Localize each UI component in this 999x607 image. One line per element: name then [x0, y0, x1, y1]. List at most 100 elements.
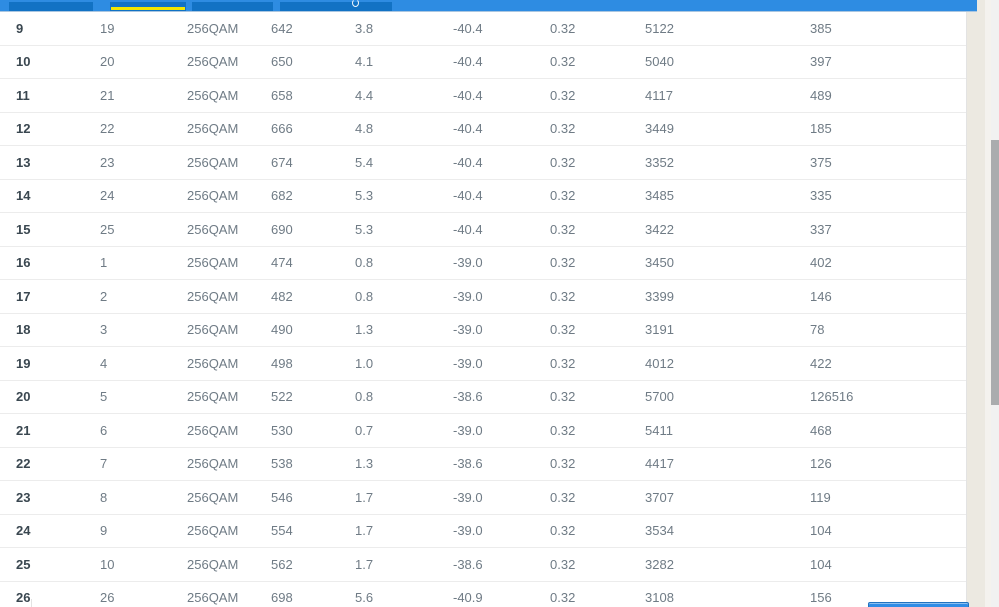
table-cell: 0.32	[534, 547, 629, 582]
channel-table: 9 19 256QAM 642 3.8 -40.4 0.32 5122 385 10 20 256QA…	[0, 12, 966, 607]
table-row: 12 22 256QAM 666 4.8 -40.4 0.32 3449 185	[0, 112, 966, 146]
row-index-cell: 17	[0, 279, 84, 314]
table-cell: 0.32	[534, 480, 629, 515]
table-cell: 1.3	[339, 313, 437, 347]
table-cell: 3282	[629, 547, 794, 582]
table-row: 11 21 256QAM 658 4.4 -40.4 0.32 4117 489	[0, 78, 966, 113]
table-cell: 256QAM	[171, 212, 255, 247]
table-cell: -40.4	[437, 12, 534, 46]
row-index-cell: 22	[0, 447, 84, 481]
table-row: 21 6 256QAM 530 0.7 -39.0 0.32 5411 468	[0, 413, 966, 448]
table-cell: -39.0	[437, 480, 534, 515]
channel-table-body: 9 19 256QAM 642 3.8 -40.4 0.32 5122 385 10 20 256QA…	[0, 12, 966, 607]
table-cell: 0.32	[534, 447, 629, 481]
table-cell: 126516	[794, 380, 966, 414]
table-cell: 3352	[629, 145, 794, 180]
table-cell: 482	[255, 279, 339, 314]
bottom-action-button[interactable]	[868, 602, 969, 607]
table-cell: 0.7	[339, 413, 437, 448]
table-cell: 0.32	[534, 279, 629, 314]
table-cell: 4	[84, 346, 171, 381]
table-row: 18 3 256QAM 490 1.3 -39.0 0.32 3191 78	[0, 313, 966, 347]
table-cell: 3485	[629, 179, 794, 213]
row-index-cell: 19	[0, 346, 84, 381]
table-cell: 674	[255, 145, 339, 180]
table-cell: 256QAM	[171, 78, 255, 113]
table-cell: 522	[255, 380, 339, 414]
table-cell: 1.3	[339, 447, 437, 481]
table-row: 24 9 256QAM 554 1.7 -39.0 0.32 3534 104	[0, 514, 966, 548]
table-cell: 22	[84, 112, 171, 146]
table-cell: 256QAM	[171, 112, 255, 146]
channel-table-container: 9 19 256QAM 642 3.8 -40.4 0.32 5122 385 10 20 256QA…	[0, 12, 967, 607]
table-cell: 0.32	[534, 145, 629, 180]
table-cell: -40.4	[437, 112, 534, 146]
table-cell: 26	[84, 581, 171, 607]
table-row: 19 4 256QAM 498 1.0 -39.0 0.32 4012 422	[0, 346, 966, 381]
table-cell: 0.32	[534, 112, 629, 146]
table-row: 10 20 256QAM 650 4.1 -40.4 0.32 5040 397	[0, 45, 966, 79]
table-cell: 489	[794, 78, 966, 113]
row-index-cell: 13	[0, 145, 84, 180]
table-cell: 375	[794, 145, 966, 180]
table-cell: 256QAM	[171, 313, 255, 347]
table-cell: 104	[794, 547, 966, 582]
table-cell: 562	[255, 547, 339, 582]
table-cell: -40.4	[437, 145, 534, 180]
table-cell: -38.6	[437, 547, 534, 582]
vertical-scrollbar-thumb[interactable]	[991, 140, 999, 405]
table-cell: 3399	[629, 279, 794, 314]
table-cell: 10	[84, 547, 171, 582]
table-cell: 146	[794, 279, 966, 314]
table-row: 23 8 256QAM 546 1.7 -39.0 0.32 3707 119	[0, 480, 966, 515]
table-cell: 4417	[629, 447, 794, 481]
table-cell: 530	[255, 413, 339, 448]
table-cell: 256QAM	[171, 413, 255, 448]
table-cell: 397	[794, 45, 966, 79]
row-index-cell: 24	[0, 514, 84, 548]
nav-tab-3[interactable]	[192, 2, 273, 11]
page-background-strip	[967, 0, 985, 607]
table-cell: 554	[255, 514, 339, 548]
table-cell: 256QAM	[171, 480, 255, 515]
table-cell: 1.7	[339, 514, 437, 548]
table-cell: 0.32	[534, 581, 629, 607]
table-cell: 5.3	[339, 212, 437, 247]
row-index-cell: 11	[0, 78, 84, 113]
table-cell: 126	[794, 447, 966, 481]
table-cell: 0.32	[534, 45, 629, 79]
top-tab-bar	[0, 0, 977, 12]
table-cell: 256QAM	[171, 179, 255, 213]
table-cell: 6	[84, 413, 171, 448]
table-cell: 1.7	[339, 480, 437, 515]
table-cell: 682	[255, 179, 339, 213]
table-cell: 256QAM	[171, 145, 255, 180]
table-cell: 3422	[629, 212, 794, 247]
row-index-cell: 20	[0, 380, 84, 414]
table-cell: -38.6	[437, 380, 534, 414]
table-cell: 5411	[629, 413, 794, 448]
nav-tab-4[interactable]	[280, 0, 392, 11]
table-cell: 19	[84, 12, 171, 46]
table-cell: 546	[255, 480, 339, 515]
nav-tab-2-active[interactable]	[110, 2, 186, 11]
table-cell: 690	[255, 212, 339, 247]
table-cell: 9	[84, 514, 171, 548]
table-cell: -40.4	[437, 179, 534, 213]
table-cell: -39.0	[437, 514, 534, 548]
table-cell: 5700	[629, 380, 794, 414]
row-index-cell: 10	[0, 45, 84, 79]
table-cell: 104	[794, 514, 966, 548]
table-cell: 4.4	[339, 78, 437, 113]
table-cell: 538	[255, 447, 339, 481]
table-cell: 490	[255, 313, 339, 347]
table-cell: 5	[84, 380, 171, 414]
nav-tab-1[interactable]	[9, 2, 93, 11]
table-cell: 642	[255, 12, 339, 46]
row-index-cell: 26	[0, 581, 84, 607]
bottom-control-fragment	[31, 599, 32, 607]
table-row: 20 5 256QAM 522 0.8 -38.6 0.32 5700 126516	[0, 380, 966, 414]
table-cell: 335	[794, 179, 966, 213]
table-cell: 498	[255, 346, 339, 381]
table-cell: 185	[794, 112, 966, 146]
